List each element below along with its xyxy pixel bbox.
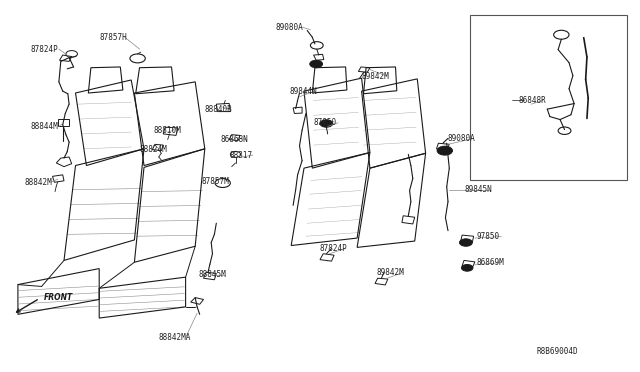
Text: 89080A: 89080A (275, 23, 303, 32)
Text: 87824P: 87824P (320, 244, 348, 253)
Text: 88845M: 88845M (198, 270, 226, 279)
Text: 89080A: 89080A (448, 134, 476, 143)
Text: FRONT: FRONT (44, 293, 73, 302)
Circle shape (437, 146, 452, 155)
Text: 89842M: 89842M (376, 268, 404, 277)
Text: 86869M: 86869M (477, 258, 504, 267)
Circle shape (460, 239, 472, 246)
Text: 88840B: 88840B (205, 105, 232, 114)
Circle shape (461, 264, 473, 271)
Circle shape (320, 120, 333, 127)
Text: 86868N: 86868N (221, 135, 248, 144)
Text: 87857M: 87857M (202, 177, 229, 186)
Text: 87824P: 87824P (31, 45, 58, 54)
Text: 89842M: 89842M (362, 72, 389, 81)
Text: 88317: 88317 (229, 151, 252, 160)
Text: 88842M: 88842M (24, 178, 52, 187)
Text: 88810M: 88810M (154, 126, 181, 135)
Text: 88824M: 88824M (140, 145, 167, 154)
Text: 89845N: 89845N (465, 185, 492, 194)
Text: R8B69004D: R8B69004D (536, 347, 578, 356)
Text: 88844M: 88844M (31, 122, 58, 131)
Text: 87850: 87850 (314, 118, 337, 127)
Text: 89844N: 89844N (290, 87, 317, 96)
Circle shape (310, 60, 323, 68)
Text: 88842MA: 88842MA (159, 333, 191, 342)
Text: 97850: 97850 (477, 232, 500, 241)
Text: 87857H: 87857H (99, 33, 127, 42)
Text: 86848R: 86848R (518, 96, 546, 105)
Bar (470, 15, 627, 180)
